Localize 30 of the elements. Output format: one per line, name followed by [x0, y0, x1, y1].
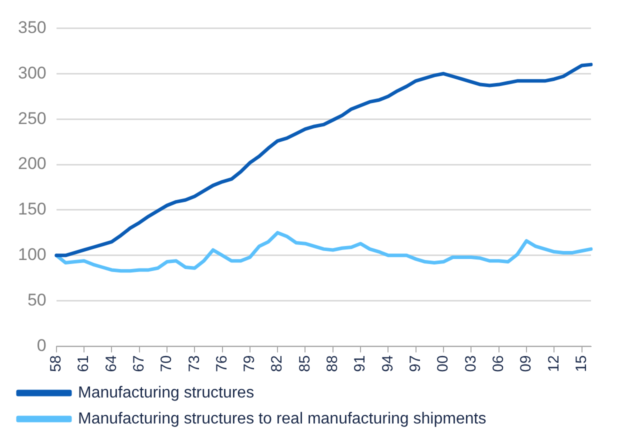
x-tick-label: 85: [296, 355, 314, 372]
x-tick-label: 61: [75, 355, 92, 372]
y-tick-label: 350: [18, 18, 46, 37]
x-tick-label: 73: [186, 355, 203, 372]
x-tick-label: 00: [434, 355, 452, 372]
y-tick-label: 0: [36, 336, 46, 356]
x-tick-label: 91: [352, 355, 369, 372]
x-tick-label: 88: [324, 355, 342, 372]
y-tick-label: 300: [18, 63, 46, 82]
legend-label: Manufacturing structures to real manufacturing shipments: [78, 410, 486, 428]
y-tick-label: 200: [18, 154, 46, 174]
x-tick-label: 82: [268, 355, 286, 372]
x-tick-label: 09: [518, 355, 535, 372]
y-tick-label: 250: [18, 108, 46, 128]
x-tick-label: 03: [462, 355, 480, 372]
legend-label: Manufacturing structures: [78, 384, 254, 402]
x-tick-label: 70: [158, 355, 176, 372]
x-tick-label: 15: [572, 355, 590, 372]
y-tick-label: 150: [18, 200, 46, 219]
x-tick-label: 76: [213, 355, 230, 372]
x-tick-label: 06: [490, 355, 507, 372]
x-tick-label: 12: [545, 355, 562, 372]
x-tick-label: 97: [407, 355, 424, 372]
x-tick-label: 67: [130, 355, 148, 372]
y-tick-label: 50: [27, 290, 46, 310]
x-tick-label: 79: [241, 355, 258, 372]
x-tick-label: 58: [48, 355, 65, 372]
x-tick-label: 94: [379, 355, 396, 372]
x-tick-label: 64: [102, 355, 120, 372]
y-tick-label: 100: [18, 245, 46, 264]
